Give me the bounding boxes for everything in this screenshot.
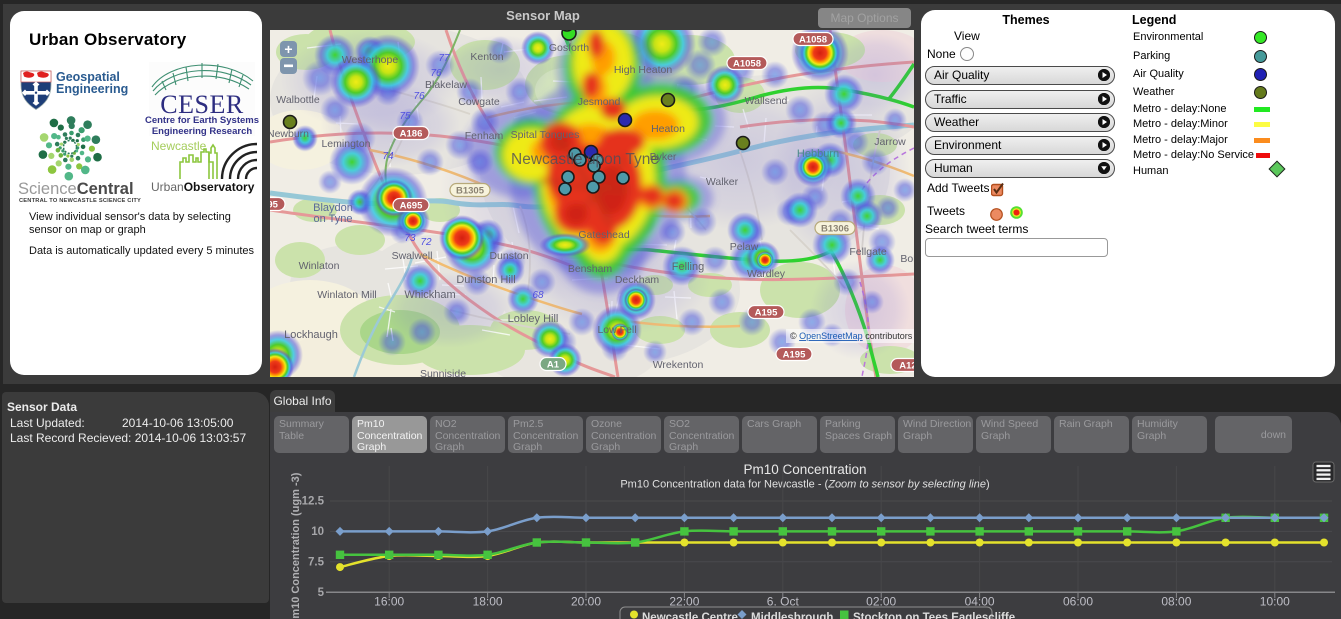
svg-text:74: 74: [382, 151, 394, 162]
svg-text:Bol: Bol: [900, 253, 914, 265]
svg-text:75: 75: [399, 111, 411, 122]
svg-text:Lockhaugh: Lockhaugh: [284, 329, 338, 341]
svg-text:Fellgate: Fellgate: [849, 246, 887, 258]
svg-text:Jesmond: Jesmond: [578, 96, 621, 108]
svg-text:73: 73: [404, 233, 416, 244]
svg-text:Pelaw: Pelaw: [730, 241, 759, 253]
svg-text:22:00: 22:00: [669, 595, 699, 609]
svg-text:16:00: 16:00: [374, 595, 404, 609]
svg-text:Wrekenton: Wrekenton: [653, 359, 704, 371]
svg-text:77: 77: [438, 53, 450, 64]
svg-text:A195: A195: [783, 350, 806, 361]
svg-text:UrbanObservatory: UrbanObservatory: [151, 180, 255, 194]
svg-text:02:00: 02:00: [866, 595, 896, 609]
svg-text:Whickham: Whickham: [404, 289, 455, 301]
svg-text:76: 76: [413, 91, 425, 102]
svg-text:76: 76: [430, 68, 442, 79]
svg-text:10:00: 10:00: [1260, 595, 1290, 609]
svg-text:10: 10: [311, 526, 324, 538]
svg-text:04:00: 04:00: [965, 595, 995, 609]
svg-text:Engineering Research: Engineering Research: [152, 126, 253, 137]
svg-text:Heaton: Heaton: [651, 123, 685, 135]
svg-text:Dunston Hill: Dunston Hill: [456, 274, 515, 286]
svg-text:Dunston: Dunston: [489, 250, 528, 262]
svg-text:Stockton on Tees Eaglescliffe: Stockton on Tees Eaglescliffe: [853, 612, 1015, 619]
svg-text:Newburn: Newburn: [270, 128, 309, 140]
svg-text:Blaydon: Blaydon: [313, 202, 353, 214]
svg-text:68: 68: [532, 290, 544, 301]
svg-text:Hebburn: Hebburn: [797, 148, 839, 160]
svg-text:Jarrow: Jarrow: [874, 136, 906, 148]
svg-text:Newcastle Centre: Newcastle Centre: [642, 612, 738, 619]
svg-text:B1305: B1305: [456, 186, 485, 197]
svg-text:B1306: B1306: [821, 224, 849, 235]
svg-text:7.5: 7.5: [308, 556, 325, 568]
svg-text:12.5: 12.5: [302, 496, 325, 508]
svg-text:Wallsend: Wallsend: [745, 95, 788, 107]
svg-text:Pm10 Concentration (ugm -3): Pm10 Concentration (ugm -3): [290, 472, 302, 619]
svg-text:A186: A186: [400, 129, 423, 140]
svg-text:Low Fell: Low Fell: [597, 324, 636, 336]
svg-text:Blakelaw: Blakelaw: [425, 79, 467, 91]
svg-text:A12: A12: [899, 361, 914, 372]
svg-text:Pm10 Concentration: Pm10 Concentration: [743, 462, 866, 477]
svg-text:6. Oct: 6. Oct: [767, 595, 800, 609]
svg-text:Walker: Walker: [706, 176, 739, 188]
svg-text:Newcastle: Newcastle: [151, 139, 207, 153]
svg-text:Winlaton: Winlaton: [299, 260, 340, 272]
svg-text:Wardley: Wardley: [747, 268, 786, 280]
svg-text:CESER: CESER: [160, 90, 244, 119]
svg-text:Centre for Earth Systems: Centre for Earth Systems: [145, 115, 259, 126]
svg-text:on Tyne: on Tyne: [314, 213, 353, 225]
svg-text:A1: A1: [547, 360, 560, 371]
svg-text:A1058: A1058: [799, 35, 827, 46]
svg-text:A195: A195: [755, 308, 778, 319]
svg-text:Lobley Hill: Lobley Hill: [508, 313, 559, 325]
svg-text:Newcastle upon Tyne: Newcastle upon Tyne: [511, 151, 659, 168]
svg-text:5: 5: [318, 587, 325, 599]
svg-text:Gosforth: Gosforth: [549, 42, 589, 54]
svg-text:Geospatial: Geospatial: [56, 70, 120, 84]
svg-text:Lemington: Lemington: [321, 138, 370, 150]
svg-text:+: +: [284, 41, 292, 57]
svg-text:A695: A695: [400, 201, 423, 212]
svg-text:ScienceCentral: ScienceCentral: [18, 180, 134, 198]
svg-text:06:00: 06:00: [1063, 595, 1093, 609]
svg-text:Westerhope: Westerhope: [342, 54, 399, 66]
svg-text:Bensham: Bensham: [568, 263, 613, 275]
svg-text:CENTRAL TO NEWCASTLE SCIENCE C: CENTRAL TO NEWCASTLE SCIENCE CITY: [19, 198, 141, 204]
svg-text:72: 72: [420, 237, 432, 248]
svg-text:Sunniside: Sunniside: [420, 368, 466, 377]
svg-text:Winlaton Mill: Winlaton Mill: [317, 289, 377, 301]
svg-text:Byker: Byker: [650, 151, 677, 163]
svg-text:08:00: 08:00: [1161, 595, 1191, 609]
svg-text:Spital Tongues: Spital Tongues: [511, 129, 580, 141]
svg-text:Deckham: Deckham: [615, 274, 660, 286]
svg-text:Kenton: Kenton: [470, 51, 503, 63]
svg-text:Pm10 Concentration data for Ne: Pm10 Concentration data for Newcastle - …: [620, 479, 989, 491]
svg-text:Engineering: Engineering: [56, 82, 128, 96]
svg-text:Walbottle: Walbottle: [276, 94, 320, 106]
svg-text:A1058: A1058: [733, 59, 761, 70]
svg-text:Felling: Felling: [672, 261, 704, 273]
svg-text:Swalwell: Swalwell: [392, 250, 433, 262]
svg-text:18:00: 18:00: [473, 595, 503, 609]
svg-text:Middlesbrough: Middlesbrough: [751, 612, 833, 619]
svg-text:695: 695: [270, 200, 279, 211]
svg-text:High Heaton: High Heaton: [614, 64, 673, 76]
svg-text:© OpenStreetMap contributors: © OpenStreetMap contributors: [790, 331, 913, 341]
svg-text:Fenham: Fenham: [465, 130, 504, 142]
svg-text:Cowgate: Cowgate: [458, 96, 500, 108]
svg-text:Gateshead: Gateshead: [578, 229, 630, 241]
svg-text:20:00: 20:00: [571, 595, 601, 609]
